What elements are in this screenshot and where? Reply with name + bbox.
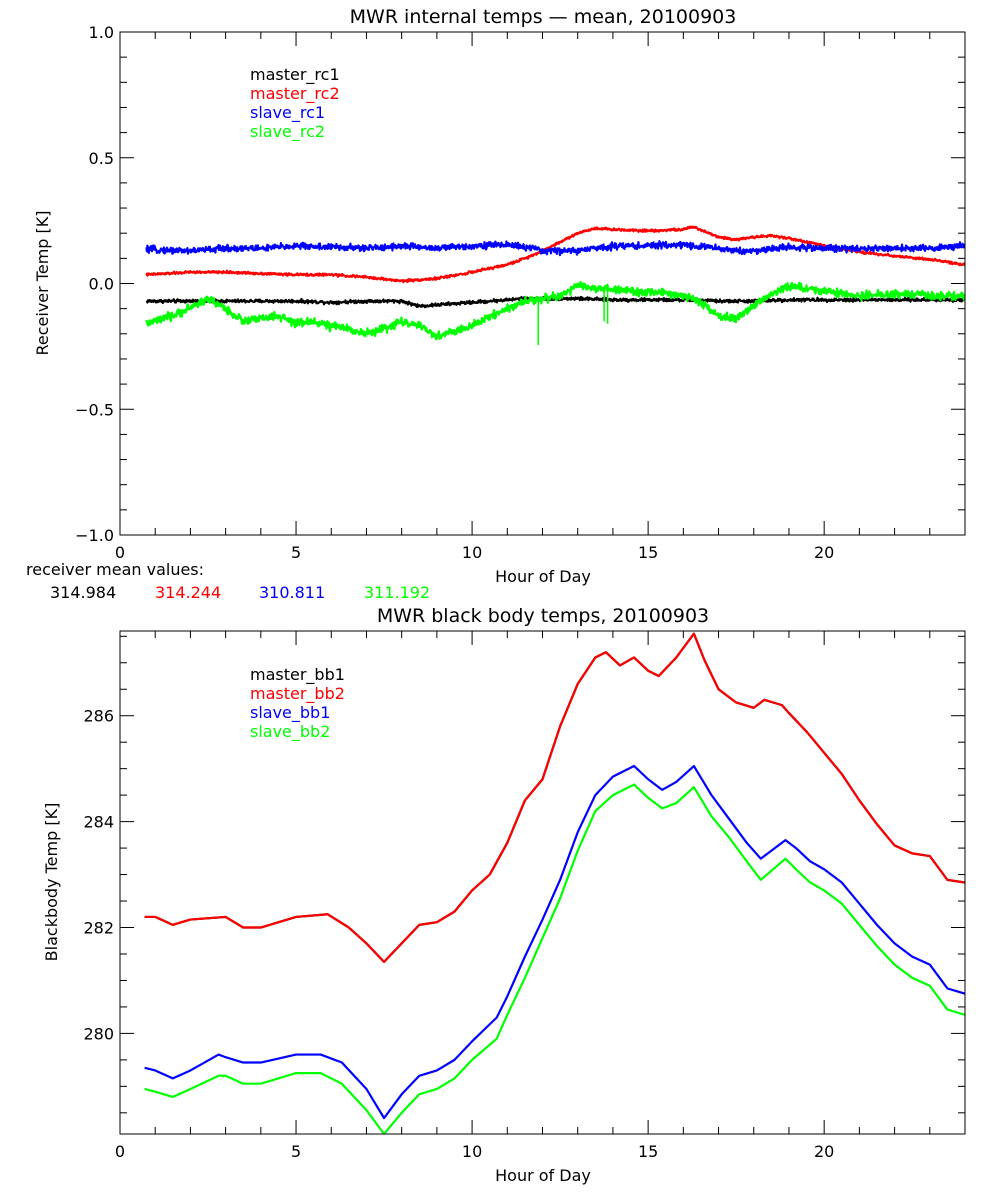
plot-data xyxy=(145,225,965,346)
legend-entry: slave_bb1 xyxy=(250,703,330,723)
y-tick-label: 0.0 xyxy=(89,275,114,294)
y-tick-label: 0.5 xyxy=(89,149,114,168)
y-tick-label: 1.0 xyxy=(89,23,114,42)
legend-entry: master_bb2 xyxy=(250,684,345,704)
receiver-mean-value: 314.244 xyxy=(155,583,221,602)
y-tick-label: 286 xyxy=(83,707,114,726)
x-tick-label: 20 xyxy=(814,543,834,562)
x-tick-label: 0 xyxy=(115,543,125,562)
legend-entry: slave_rc1 xyxy=(250,103,325,123)
y-tick-label: 282 xyxy=(83,919,114,938)
y-tick-label: 284 xyxy=(83,813,114,832)
series-line-slave_bb2 xyxy=(144,783,965,1134)
receiver-mean-value: 314.984 xyxy=(50,583,116,602)
x-axis-label: Hour of Day xyxy=(495,1166,591,1185)
receiver-mean-values: receiver mean values: 314.984 314.244 31… xyxy=(26,560,430,602)
x-tick-label: 20 xyxy=(814,1142,834,1161)
series-line-master_bb2 xyxy=(144,632,965,964)
y-axis-label: Receiver Temp [K] xyxy=(33,210,52,355)
legend-entry: slave_rc2 xyxy=(250,122,325,142)
receiver-mean-value: 311.192 xyxy=(364,583,430,602)
y-axis-label: Blackbody Temp [K] xyxy=(42,803,61,962)
x-tick-label: 0 xyxy=(115,1142,125,1161)
chart-title: MWR black body temps, 20100903 xyxy=(377,605,709,627)
blackbody-temps-chart: MWR black body temps, 20100903 Hour of D… xyxy=(42,605,966,1185)
legend-entry: master_rc2 xyxy=(250,84,340,104)
legend-entry: master_rc1 xyxy=(250,65,340,85)
series-line-slave_rc1 xyxy=(145,240,965,257)
series-line-slave_rc2 xyxy=(145,280,965,341)
x-axis-label: Hour of Day xyxy=(495,567,591,586)
axes: 0 5 10 15 20 280 282 284 286 xyxy=(83,630,966,1161)
y-tick-label: −0.5 xyxy=(75,400,114,419)
receiver-mean-value: 310.811 xyxy=(259,583,325,602)
axes: 0 5 10 15 20 −1.0 −0.5 0.0 0.5 1.0 xyxy=(75,23,966,562)
x-tick-label: 15 xyxy=(638,543,658,562)
legend-entry: master_bb1 xyxy=(250,665,345,685)
receiver-temps-chart: MWR internal temps — mean, 20100903 Hour… xyxy=(33,6,966,586)
receiver-means-label: receiver mean values: xyxy=(26,560,204,579)
x-tick-label: 10 xyxy=(462,1142,482,1161)
legend-entry: slave_bb2 xyxy=(250,722,330,742)
y-tick-label: 280 xyxy=(83,1024,114,1043)
chart-title: MWR internal temps — mean, 20100903 xyxy=(350,6,737,28)
x-tick-label: 5 xyxy=(291,1142,301,1161)
series-line-slave_bb1 xyxy=(144,764,965,1120)
x-tick-label: 5 xyxy=(291,543,301,562)
x-tick-label: 10 xyxy=(462,543,482,562)
y-tick-label: −1.0 xyxy=(75,526,114,545)
x-tick-label: 15 xyxy=(638,1142,658,1161)
plot-data xyxy=(144,632,965,1134)
